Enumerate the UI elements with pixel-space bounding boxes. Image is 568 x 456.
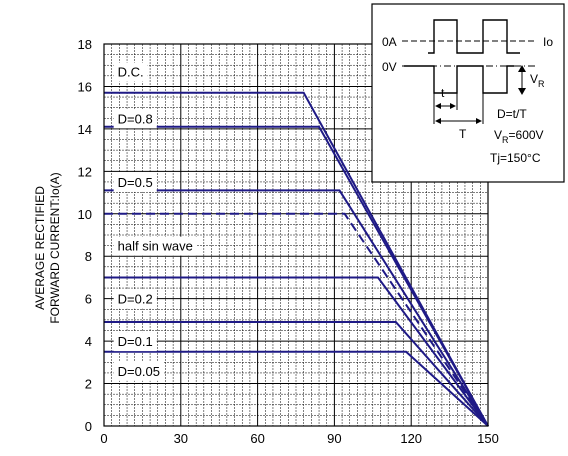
inset-label-vr: VR [530,72,545,89]
series-label: D=0.8 [118,111,153,126]
x-tick-label: 0 [100,431,107,446]
series-label-bg [113,332,157,352]
series-label-bg [113,172,157,192]
inset-T-arrow-left [435,118,441,124]
inset-vr-value-suffix: =600V [509,128,544,142]
inset-vr-arrow-head-up [518,65,526,72]
inset-label-0a: 0A [382,35,397,49]
series-label-bg [113,236,197,256]
series-label-bg [113,109,157,129]
inset-current-waveform [428,19,520,54]
inset-T-arrow-right [476,118,482,124]
x-tick-label: 60 [250,431,264,446]
series-label: D=0.2 [118,292,153,307]
y-tick-label: 6 [85,292,92,307]
series-label-bg [113,361,164,381]
series-label-bg [113,289,157,309]
series-label: D=0.5 [118,175,153,190]
inset-vr-arrow-head-down [518,88,526,95]
series-line [104,189,489,427]
x-tick-label: 30 [174,431,188,446]
y-axis-label-line-1: AVERAGE RECTIFIED [33,186,47,310]
y-tick-label: 8 [85,249,92,264]
series-line [104,321,489,427]
x-tick-label: 90 [327,431,341,446]
y-tick-label: 2 [85,377,92,392]
inset-vr-value-sub: R [502,135,509,145]
y-axis-label-line-2: FORWARD CURRENT:Io(A) [48,172,62,323]
y-tick-label: 16 [78,79,92,94]
series-label: D=0.05 [118,364,160,379]
series-label-bg [113,62,148,82]
inset-vr-value: VR=600V [494,128,544,145]
curves [104,91,489,427]
inset-label-io: Io [543,35,553,49]
y-tick-label: 10 [78,207,92,222]
y-tick-labels: 0 2 4 6 8 10 12 14 16 18 [78,37,92,434]
series-line [104,91,489,427]
y-tick-label: 18 [78,37,92,52]
x-tick-label: 120 [400,431,422,446]
series-line [104,350,489,427]
y-tick-label: 4 [85,334,92,349]
plot-frame [103,43,489,427]
x-tick-labels: 0 30 60 90 120 150 [100,431,498,446]
series-line [104,125,489,427]
inset-duty-formula: D=t/T [497,107,527,121]
series-labels: D.C. D=0.8 D=0.5 half sin wave D=0.2 D=0.1 D=0… [113,62,197,381]
inset-t-arrow-right [450,103,456,109]
inset-label-vr-sub: R [538,79,545,89]
series-label: half sin wave [118,239,193,254]
series-label: D.C. [118,65,144,80]
y-tick-label: 0 [85,419,92,434]
series-label: D=0.1 [118,334,153,349]
inset-t-arrow-left [435,103,441,109]
inset-vr-value-main: V [494,128,502,142]
inset-label-t: t [441,86,445,100]
y-tick-label: 14 [78,122,92,137]
series-line [104,212,489,427]
inset-label-T: T [459,127,467,141]
series-line [104,276,489,427]
inset-tj-value: Tj=150°C [490,151,541,165]
inset-frame [371,3,565,183]
x-tick-label: 150 [477,431,499,446]
inset-waveform-box: 0A 0V Io VR t T D=t/T VR=600V Tj=150°C [371,3,565,183]
y-tick-label: 12 [78,164,92,179]
grid-minor [104,44,488,426]
inset-label-vr-main: V [530,72,538,86]
inset-label-0v: 0V [382,60,397,74]
inset-voltage-waveform [404,65,514,94]
